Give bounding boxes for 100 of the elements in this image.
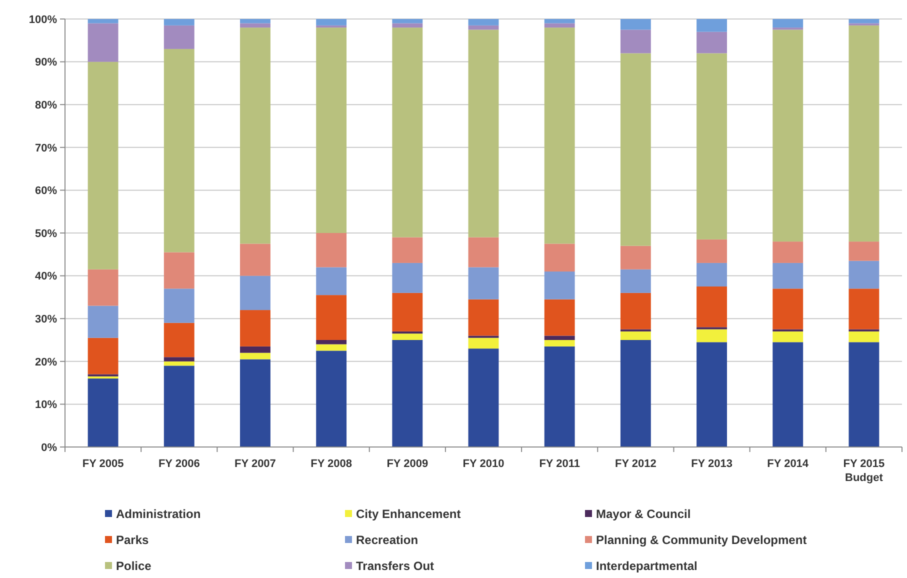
bar <box>468 338 499 349</box>
bar <box>316 19 347 26</box>
bar <box>392 340 423 447</box>
bar <box>164 252 194 289</box>
bar <box>544 346 575 447</box>
y-tick-label: 20% <box>34 356 58 368</box>
y-tick-label: 50% <box>34 228 58 240</box>
x-tick-label: FY 2006 <box>158 458 200 470</box>
bar <box>848 288 880 330</box>
bar <box>164 19 194 26</box>
x-tick-label: FY 2009 <box>386 458 428 470</box>
bar <box>316 25 347 28</box>
bar <box>544 336 575 340</box>
bar <box>772 19 804 28</box>
bar <box>620 292 651 330</box>
bar <box>544 272 575 300</box>
bar <box>696 32 727 54</box>
bar <box>88 62 118 270</box>
bar <box>772 342 804 447</box>
y-tick-label: 70% <box>34 142 58 154</box>
legend-label: Transfers Out <box>356 559 434 574</box>
bar <box>544 28 575 244</box>
legend-label: Parks <box>116 533 150 548</box>
bar <box>468 237 499 268</box>
bar <box>316 344 347 351</box>
bar <box>696 342 727 447</box>
bar <box>848 342 880 447</box>
x-tick-label: FY 2012 <box>614 458 656 470</box>
bar <box>848 242 880 261</box>
y-tick-label: 90% <box>34 56 58 69</box>
bar <box>696 329 727 342</box>
bar <box>240 310 270 346</box>
bar <box>316 233 347 268</box>
bar <box>88 338 118 374</box>
bar <box>772 288 804 330</box>
bar <box>392 331 423 334</box>
legend-label: Police <box>116 559 152 574</box>
bar <box>468 299 499 336</box>
bar <box>696 286 727 328</box>
bar <box>392 334 423 340</box>
bar <box>696 19 727 32</box>
bar <box>240 23 270 28</box>
bar <box>164 48 194 252</box>
bar <box>620 30 651 54</box>
bar <box>88 269 118 306</box>
bar <box>392 28 423 238</box>
bar <box>772 30 804 242</box>
bar <box>772 242 804 263</box>
bar <box>620 331 651 340</box>
bar <box>468 30 499 238</box>
y-tick-label: 40% <box>34 270 58 283</box>
bar <box>848 25 880 242</box>
bar <box>240 19 270 24</box>
bar <box>848 331 880 342</box>
legend-label: Mayor & Council <box>596 507 691 522</box>
bar <box>164 361 194 366</box>
bar <box>696 262 727 286</box>
bar <box>772 262 804 289</box>
bar <box>164 322 194 358</box>
bar <box>240 352 270 360</box>
bar <box>696 239 727 263</box>
bar <box>620 53 651 246</box>
bar <box>316 295 347 340</box>
bar <box>240 346 270 353</box>
bar <box>544 244 575 272</box>
bar <box>164 288 194 323</box>
bar <box>620 269 651 293</box>
bar <box>848 19 880 24</box>
legend-label: Interdepartmental <box>596 559 698 574</box>
bar <box>848 260 880 289</box>
bar <box>316 28 347 233</box>
y-tick-label: 60% <box>34 185 58 198</box>
y-tick-label: 30% <box>34 313 58 326</box>
bar <box>240 359 270 447</box>
bar <box>88 306 118 338</box>
bar <box>544 340 575 346</box>
bar <box>240 244 270 276</box>
bar <box>88 378 118 447</box>
bar <box>544 19 575 24</box>
bar <box>392 292 423 332</box>
x-tick-label: FY 2007 <box>234 458 276 470</box>
bar <box>544 23 575 28</box>
bar <box>240 276 270 310</box>
bar <box>240 28 270 244</box>
legend-label: Administration <box>116 507 201 522</box>
bar <box>392 262 423 293</box>
bar <box>772 331 804 342</box>
bar <box>316 350 347 447</box>
bar <box>620 19 651 30</box>
x-tick-label: FY 2015 Budget <box>843 458 885 484</box>
bar <box>392 237 423 263</box>
legend-label: Planning & Community Development <box>596 533 807 548</box>
bar <box>164 357 194 362</box>
bar <box>620 340 651 447</box>
bar <box>164 25 194 49</box>
bar <box>468 19 499 26</box>
x-tick-label: FY 2014 <box>767 458 810 470</box>
legend-label: City Enhancement <box>356 507 461 522</box>
y-tick-label: 10% <box>34 399 58 412</box>
bar <box>88 376 118 379</box>
